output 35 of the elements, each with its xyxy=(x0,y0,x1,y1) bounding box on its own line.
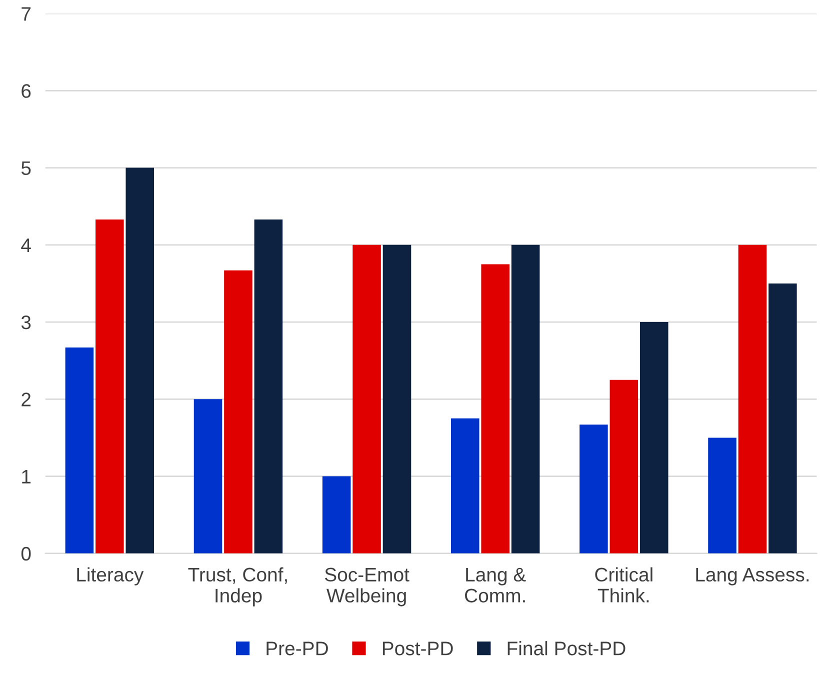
y-tick-label: 2 xyxy=(22,392,31,406)
bar xyxy=(322,476,351,554)
bar xyxy=(450,418,480,554)
y-tick-label: 7 xyxy=(22,7,31,21)
x-tick-label: Lang Assess. xyxy=(696,568,809,586)
bar xyxy=(481,264,510,554)
y-tick-label: 6 xyxy=(22,84,31,98)
y-tick-label: 0 xyxy=(21,546,31,561)
y-tick-label: 3 xyxy=(21,316,31,330)
bar xyxy=(708,438,736,554)
legend-label: Pre-PD xyxy=(266,642,328,656)
x-tick-label: Soc-Emot Welbeing xyxy=(324,568,410,606)
y-tick-label: 4 xyxy=(21,238,31,252)
bar xyxy=(352,244,381,554)
y-tick-label: 1 xyxy=(22,470,31,484)
bar xyxy=(194,399,222,554)
x-tick-label: Trust, Conf, Indep xyxy=(188,567,287,606)
bar xyxy=(511,244,540,554)
y-tick-label: 5 xyxy=(21,161,31,176)
x-tick-label: Lang & Comm. xyxy=(465,568,526,602)
x-tick-label: Literacy xyxy=(77,567,144,586)
bar xyxy=(738,244,767,554)
bar xyxy=(610,380,638,554)
legend-label: Post-PD xyxy=(382,642,453,656)
bar xyxy=(96,219,124,554)
bar xyxy=(224,270,252,554)
bar xyxy=(640,322,668,554)
legend-label: Final Post-PD xyxy=(508,641,626,656)
bar xyxy=(254,219,283,554)
bar xyxy=(768,283,797,554)
bar xyxy=(126,168,154,554)
bar xyxy=(382,244,412,554)
x-tick-label: Critical Think. xyxy=(595,567,652,602)
bar xyxy=(65,347,94,554)
bar xyxy=(580,424,608,554)
